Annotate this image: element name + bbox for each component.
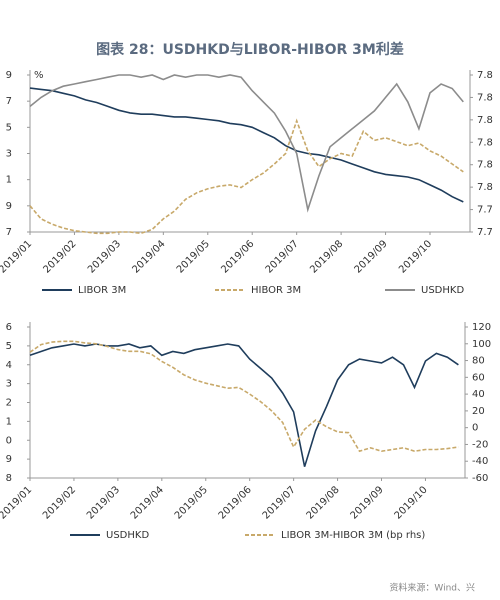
y2-tick-label: 7.8 (477, 137, 493, 148)
y2-tick-label: 60 (472, 372, 485, 383)
y2-tick-label: 7.8 (477, 115, 493, 126)
legend-label: USDHKD (106, 530, 149, 541)
x-tick-label: 2019/07 (261, 484, 298, 521)
y-tick-label: 5 (6, 341, 12, 352)
y-tick-label: 9 (6, 70, 12, 81)
y2-tick-label: 7.8 (477, 160, 493, 171)
x-tick-label: 2019/07 (264, 238, 301, 275)
y-tick-label: 9 (6, 201, 12, 212)
x-tick-label: 2019/02 (41, 484, 78, 521)
x-tick-label: 2019/09 (353, 238, 390, 275)
y-tick-label: 1 (6, 175, 12, 186)
y2-tick-label: 20 (472, 406, 485, 417)
x-tick-label: 2019/04 (130, 238, 167, 275)
x-tick-label: 2019/06 (219, 238, 256, 275)
x-tick-label: 2019/08 (305, 484, 342, 521)
y-tick-label: 2 (6, 398, 12, 409)
y2-tick-label: -40 (472, 456, 488, 467)
x-tick-label: 2019/04 (129, 484, 166, 521)
page-title: 图表 28：USDHKD与LIBOR-HIBOR 3M利差 (96, 41, 404, 58)
y-tick-label: 4 (6, 360, 12, 371)
y2-tick-label: 80 (472, 356, 485, 367)
legend-label: USDHKD (421, 285, 464, 296)
y2-tick-label: 0 (472, 423, 478, 434)
legend-label: LIBOR 3M-HIBOR 3M (bp rhs) (281, 530, 425, 541)
y-tick-label: 6 (6, 322, 12, 333)
x-tick-label: 2019/10 (393, 484, 430, 521)
y-tick-label: 3 (6, 379, 12, 390)
y2-tick-label: 7.8 (477, 182, 493, 193)
y2-tick-label: 40 (472, 389, 485, 400)
y-tick-label: 0 (6, 435, 12, 446)
x-tick-label: 2019/03 (86, 238, 123, 275)
x-tick-label: 2019/06 (217, 484, 254, 521)
series-line (29, 74, 464, 213)
x-tick-label: 2019/03 (85, 484, 122, 521)
series-line (29, 118, 464, 235)
y2-tick-label: 7.8 (477, 92, 493, 103)
x-tick-label: 2019/10 (397, 238, 434, 275)
source-note: 资料来源：Wind、兴 (389, 582, 475, 594)
x-tick-label: 2019/01 (0, 238, 34, 275)
y-unit: % (34, 70, 44, 81)
y2-tick-label: 7.8 (477, 70, 493, 81)
x-tick-label: 2019/09 (349, 484, 386, 521)
y2-tick-label: 100 (472, 339, 491, 350)
y-tick-label: 9 (6, 454, 12, 465)
y-tick-label: 3 (6, 149, 12, 160)
x-tick-label: 2019/02 (42, 238, 79, 275)
y2-tick-label: 120 (472, 322, 491, 333)
y-tick-label: 5 (6, 122, 12, 133)
x-tick-label: 2019/08 (308, 238, 345, 275)
y2-tick-label: -60 (472, 473, 488, 484)
y2-tick-label: 7.7 (477, 227, 493, 238)
y-tick-label: 7 (6, 227, 12, 238)
legend-label: HIBOR 3M (251, 285, 301, 296)
x-tick-label: 2019/05 (173, 484, 210, 521)
x-tick-label: 2019/01 (0, 484, 34, 521)
x-tick-label: 2019/05 (175, 238, 212, 275)
y2-tick-label: 7.7 (477, 205, 493, 216)
y-tick-label: 1 (6, 416, 12, 427)
y-tick-label: 7 (6, 96, 12, 107)
y-tick-label: 8 (6, 473, 12, 484)
series-line (29, 87, 464, 203)
series-line (29, 340, 459, 453)
legend-label: LIBOR 3M (78, 285, 126, 296)
series-line (29, 343, 459, 467)
y2-tick-label: -20 (472, 439, 488, 450)
